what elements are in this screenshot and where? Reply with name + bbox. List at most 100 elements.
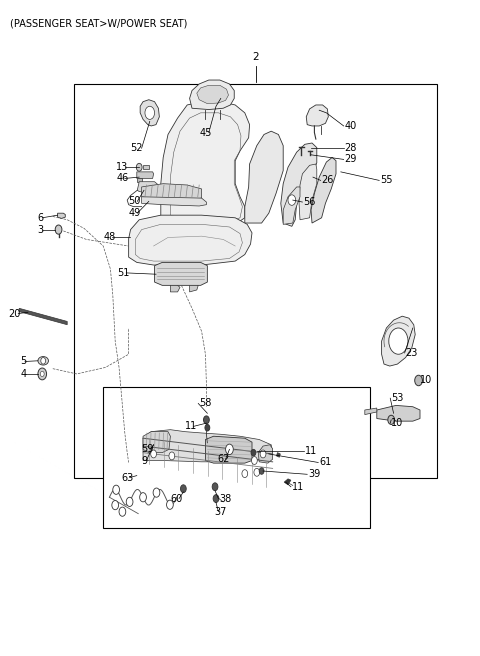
Text: 52: 52 <box>131 143 143 154</box>
Circle shape <box>119 507 126 516</box>
Polygon shape <box>140 100 159 126</box>
Circle shape <box>113 485 120 495</box>
Circle shape <box>254 468 260 476</box>
Polygon shape <box>155 262 207 285</box>
Polygon shape <box>137 182 158 193</box>
Polygon shape <box>306 105 328 126</box>
Polygon shape <box>129 215 252 265</box>
Circle shape <box>205 424 210 431</box>
Circle shape <box>145 106 155 119</box>
Polygon shape <box>142 184 202 200</box>
Text: 46: 46 <box>116 173 129 184</box>
Polygon shape <box>137 172 154 178</box>
Text: 50: 50 <box>129 196 141 207</box>
Bar <box>74 84 437 478</box>
Text: 26: 26 <box>322 175 334 186</box>
Polygon shape <box>143 165 149 169</box>
Circle shape <box>415 375 422 386</box>
Text: 53: 53 <box>391 393 404 403</box>
Text: 51: 51 <box>118 268 130 278</box>
Text: 11: 11 <box>185 421 197 432</box>
Text: 6: 6 <box>37 213 44 223</box>
Circle shape <box>251 449 256 456</box>
Circle shape <box>213 495 219 502</box>
Circle shape <box>180 485 186 493</box>
Text: (PASSENGER SEAT>W/POWER SEAT): (PASSENGER SEAT>W/POWER SEAT) <box>10 18 187 28</box>
Circle shape <box>259 468 264 474</box>
Text: 10: 10 <box>391 418 404 428</box>
Polygon shape <box>281 143 317 226</box>
Text: 5: 5 <box>20 356 26 367</box>
Polygon shape <box>19 308 67 325</box>
Text: 23: 23 <box>406 348 418 358</box>
Circle shape <box>126 497 133 506</box>
Polygon shape <box>143 432 170 453</box>
Polygon shape <box>283 187 300 224</box>
Polygon shape <box>205 436 252 463</box>
Text: 61: 61 <box>319 457 332 468</box>
Polygon shape <box>245 131 283 223</box>
Polygon shape <box>170 285 180 292</box>
Text: 49: 49 <box>129 208 141 218</box>
Circle shape <box>212 483 218 491</box>
Text: 58: 58 <box>199 398 212 409</box>
Text: 40: 40 <box>345 121 357 131</box>
Text: 20: 20 <box>9 308 21 319</box>
Polygon shape <box>190 285 198 292</box>
Polygon shape <box>284 479 291 485</box>
Text: 9: 9 <box>142 455 148 466</box>
Text: 2: 2 <box>252 52 259 62</box>
Text: 63: 63 <box>121 472 133 483</box>
Circle shape <box>169 452 175 460</box>
Text: 10: 10 <box>420 375 432 386</box>
Polygon shape <box>276 453 280 457</box>
Circle shape <box>140 493 146 502</box>
Polygon shape <box>161 102 250 226</box>
Text: 13: 13 <box>116 162 129 173</box>
Circle shape <box>288 195 296 205</box>
Text: 4: 4 <box>20 369 26 379</box>
Circle shape <box>388 415 395 424</box>
Circle shape <box>242 470 248 478</box>
Text: 28: 28 <box>345 143 357 154</box>
Polygon shape <box>58 213 65 218</box>
Circle shape <box>153 488 160 497</box>
Circle shape <box>136 163 142 171</box>
Circle shape <box>252 457 257 464</box>
Bar <box>103 387 370 528</box>
Polygon shape <box>137 178 142 182</box>
Polygon shape <box>197 85 228 104</box>
Circle shape <box>151 450 156 458</box>
Text: 11: 11 <box>305 446 317 457</box>
Text: 55: 55 <box>380 175 393 186</box>
Polygon shape <box>382 316 415 366</box>
Circle shape <box>167 500 173 509</box>
Text: 11: 11 <box>292 482 304 492</box>
Text: 45: 45 <box>199 127 212 138</box>
Polygon shape <box>299 164 317 220</box>
Circle shape <box>41 358 46 364</box>
Circle shape <box>389 328 408 354</box>
Text: 37: 37 <box>215 506 227 517</box>
Polygon shape <box>143 430 273 462</box>
Circle shape <box>226 444 233 455</box>
Polygon shape <box>377 405 420 421</box>
Circle shape <box>38 368 47 380</box>
Text: 3: 3 <box>37 224 44 235</box>
Circle shape <box>260 450 266 458</box>
Circle shape <box>40 371 44 377</box>
Polygon shape <box>258 445 273 463</box>
Ellipse shape <box>38 357 48 365</box>
Text: 48: 48 <box>103 232 116 243</box>
Text: 60: 60 <box>170 493 183 504</box>
Circle shape <box>112 501 119 510</box>
Text: 39: 39 <box>308 469 321 480</box>
Circle shape <box>204 416 209 424</box>
Text: 38: 38 <box>219 493 232 504</box>
Text: 62: 62 <box>217 454 229 464</box>
Polygon shape <box>311 157 336 223</box>
Text: 29: 29 <box>345 154 357 165</box>
Polygon shape <box>365 408 377 415</box>
Polygon shape <box>142 197 206 206</box>
Polygon shape <box>190 80 234 110</box>
